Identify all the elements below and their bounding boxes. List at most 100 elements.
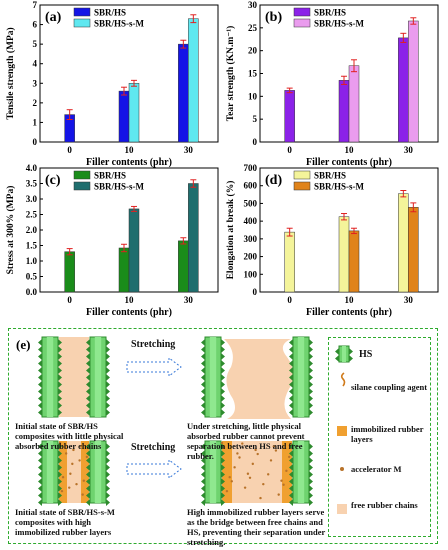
y-tick-label-b: 25 (248, 23, 258, 33)
y-tick-label-c: 0.5 (26, 272, 38, 282)
legend-label-a: SBR/HS-s-M (94, 19, 145, 29)
accelerator-dot (228, 476, 231, 479)
bar-c (118, 247, 130, 293)
hs-rod-highlight (297, 441, 305, 503)
hs-rod-icon (335, 345, 353, 363)
legend-label-d: SBR/HS-s-M (314, 182, 365, 192)
x-axis-label-b: Filler contents (phr) (306, 157, 392, 168)
hs-rod-highlight (94, 337, 102, 417)
x-tick-label-a: 10 (125, 145, 135, 155)
stretching-label-2: Stretching (131, 442, 176, 453)
legend-swatch-b (293, 18, 311, 28)
bar-c (178, 240, 189, 293)
y-tick-label-c: 3.0 (26, 194, 38, 204)
y-tick-label-c: 4.0 (26, 163, 38, 173)
bar-a (178, 43, 189, 143)
peach-square-icon (337, 504, 347, 514)
x-tick-label-c: 10 (125, 295, 135, 305)
x-axis-label-c: Filler contents (phr) (86, 307, 172, 318)
chart-a: 0 1 2 3 4 5 6 7 0 10 30 Filler contents (phr) Tensil… (5, 0, 219, 168)
immobilized-layer-right-4 (282, 441, 292, 503)
accelerator-dot (274, 449, 278, 452)
legend-label-d: SBR/HS (314, 171, 346, 181)
accelerator-dot (238, 456, 241, 459)
accelerator-dot (282, 483, 285, 486)
accelerator-dot (243, 486, 247, 489)
legend-swatch-a (73, 18, 91, 28)
accelerator-dot (58, 441, 62, 445)
y-axis-label-a: Tensile strength (MPa) (5, 27, 16, 119)
x-tick-label-b: 30 (404, 145, 414, 155)
hs-rod-highlight (94, 441, 102, 503)
accelerator-dot (280, 479, 283, 482)
accelerator-dot (82, 479, 86, 482)
legend-swatch-c (73, 170, 91, 180)
schematic-legend: HS silane coupling agent immobilized rub… (328, 337, 431, 537)
schematic-panel: (e) Stretching Stretching Initial state … (8, 328, 438, 547)
chart-d: 0 100 200 300 400 500 600 700 0 10 30 Filler conten… (225, 163, 439, 318)
chart-b: 0 5 10 15 20 25 30 0 10 30 Filler contents (phr) Te… (225, 0, 439, 168)
accelerator-dot (254, 448, 257, 452)
bar-b (338, 80, 350, 143)
accelerator-dot (259, 496, 262, 500)
hs-rod-left-2 (201, 336, 225, 418)
y-tick-label-d: 700 (244, 163, 258, 173)
legend-label-a: SBR/HS (94, 8, 126, 18)
hs-rod-right-1 (86, 336, 110, 418)
accelerator-dot (71, 462, 74, 466)
y-tick-label-a: 5 (33, 39, 38, 49)
accelerator-dot (78, 459, 81, 462)
y-tick-label-d: 400 (244, 216, 258, 226)
y-axis-label-b: Tear strength (KN.m⁻¹) (225, 26, 236, 122)
y-tick-label-c: 1.5 (26, 241, 38, 251)
bar-a (188, 18, 199, 143)
y-tick-label-c: 2.5 (26, 210, 38, 220)
accelerator-dot (85, 455, 89, 459)
x-tick-label-d: 0 (287, 295, 292, 305)
bar-b (348, 65, 360, 143)
free-rubber-region-1 (59, 337, 89, 417)
hs-rod-highlight (342, 346, 346, 362)
caption-immobilized-bridge: High immobilized rubber layers serve as … (187, 507, 326, 547)
hs-rod-left-1 (38, 336, 62, 418)
accelerator-dot (236, 452, 239, 455)
accelerator-dot (267, 473, 270, 476)
accelerator-dot (288, 455, 291, 459)
chart-c: 0.0 0.5 1.0 1.5 2.0 2.5 3.0 3.5 4.0 0 10 30 Filler c… (5, 163, 219, 318)
hs-rod-right-2 (289, 336, 313, 418)
y-tick-label-d: 0 (253, 287, 258, 297)
legend-swatch-d (293, 181, 311, 191)
brown-dot-icon (340, 467, 344, 471)
immobilized-layer-left-4 (222, 441, 232, 503)
legend-icons (335, 345, 353, 514)
y-tick-label-b: 10 (248, 91, 258, 101)
y-tick-label-a: 1 (33, 117, 38, 127)
y-tick-label-a: 7 (33, 0, 38, 10)
accelerator-dot (248, 476, 252, 479)
x-tick-label-a: 0 (67, 145, 72, 155)
y-tick-label-a: 4 (33, 59, 38, 69)
x-tick-label-d: 10 (345, 295, 355, 305)
legend-label-c: SBR/HS (94, 171, 126, 181)
accelerator-dot (81, 493, 84, 496)
accelerator-dots-4 (220, 441, 291, 500)
accelerator-dot (269, 459, 273, 462)
y-tick-label-c: 2.0 (26, 225, 38, 235)
hs-rod-left-4 (201, 440, 225, 506)
accelerator-dot (246, 472, 250, 475)
free-rubber-region-4 (232, 441, 282, 503)
dashed-arrow-icon (126, 459, 182, 479)
x-tick-label-c: 30 (184, 295, 194, 305)
x-tick-label-d: 30 (404, 295, 414, 305)
panel-label-c: (c) (45, 173, 61, 188)
legend-swatch-a (73, 7, 91, 17)
y-tick-label-b: 20 (248, 46, 258, 56)
legend-swatch-b (293, 7, 311, 17)
hs-rod-highlight (46, 441, 54, 503)
x-tick-label-b: 0 (287, 145, 292, 155)
bar-b (398, 37, 409, 143)
bar-c (128, 208, 140, 293)
y-tick-label-d: 500 (244, 198, 258, 208)
hs-rod-right-3 (86, 440, 110, 506)
y-axis-label-d: Elongation at break (%) (225, 181, 236, 280)
